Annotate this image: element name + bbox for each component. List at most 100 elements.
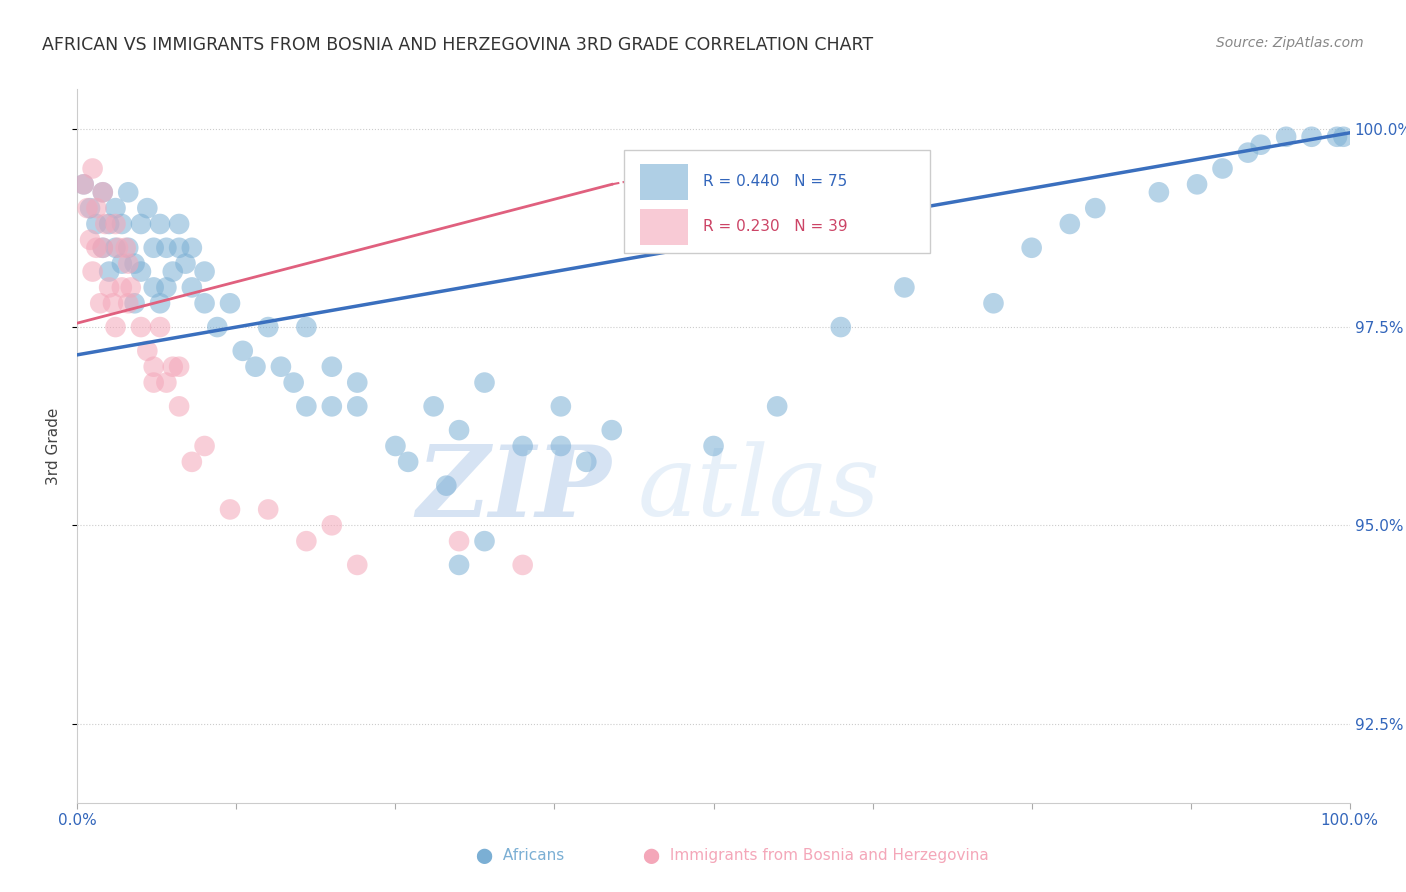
Point xyxy=(104,201,127,215)
Text: ⬤  Africans: ⬤ Africans xyxy=(477,848,564,864)
Point xyxy=(76,201,98,215)
Point xyxy=(142,359,165,374)
Point xyxy=(194,264,217,278)
Point xyxy=(79,233,101,247)
Point xyxy=(180,455,202,469)
Point xyxy=(149,296,172,310)
Point xyxy=(86,241,108,255)
Point xyxy=(766,400,789,414)
Text: Source: ZipAtlas.com: Source: ZipAtlas.com xyxy=(1216,36,1364,50)
Point xyxy=(94,217,117,231)
Text: R = 0.230   N = 39: R = 0.230 N = 39 xyxy=(703,219,848,235)
Point xyxy=(295,400,318,414)
Point xyxy=(114,241,136,255)
Point xyxy=(129,320,152,334)
Point xyxy=(142,376,165,390)
Point xyxy=(136,343,159,358)
Point xyxy=(142,280,165,294)
Point xyxy=(111,280,134,294)
Point xyxy=(142,241,165,255)
Point xyxy=(82,264,104,278)
Point xyxy=(321,359,343,374)
Text: ZIP: ZIP xyxy=(416,441,612,537)
Point xyxy=(155,376,177,390)
Point xyxy=(107,241,129,255)
Point xyxy=(120,280,142,294)
Point xyxy=(162,359,184,374)
Point xyxy=(155,241,177,255)
Point xyxy=(1021,241,1043,255)
Point xyxy=(117,241,139,255)
Point xyxy=(600,423,623,437)
Point xyxy=(295,320,318,334)
Text: atlas: atlas xyxy=(637,442,880,536)
Point xyxy=(79,201,101,215)
Point xyxy=(162,264,184,278)
Point xyxy=(73,178,96,192)
FancyBboxPatch shape xyxy=(624,150,929,253)
Point xyxy=(136,201,159,215)
Point xyxy=(167,400,190,414)
Point xyxy=(73,178,96,192)
Point xyxy=(155,280,177,294)
Point xyxy=(449,558,471,572)
Point xyxy=(98,280,121,294)
Point xyxy=(346,558,368,572)
FancyBboxPatch shape xyxy=(640,164,688,200)
Point xyxy=(194,439,217,453)
Point xyxy=(245,359,267,374)
Point xyxy=(449,423,471,437)
Point xyxy=(232,343,254,358)
Text: R = 0.440   N = 75: R = 0.440 N = 75 xyxy=(703,175,848,189)
Point xyxy=(91,186,114,200)
Point xyxy=(117,186,139,200)
Point xyxy=(149,217,172,231)
Point xyxy=(129,217,152,231)
Point xyxy=(89,296,111,310)
Point xyxy=(124,296,146,310)
Point xyxy=(82,161,104,176)
Point xyxy=(893,280,915,294)
Point xyxy=(91,186,114,200)
Point xyxy=(1185,178,1208,192)
FancyBboxPatch shape xyxy=(640,209,688,244)
Point xyxy=(207,320,229,334)
Point xyxy=(129,264,152,278)
Point xyxy=(91,241,114,255)
Point xyxy=(1059,217,1081,231)
Point xyxy=(550,439,572,453)
Point xyxy=(384,439,406,453)
Point xyxy=(98,217,121,231)
Point xyxy=(167,241,190,255)
Point xyxy=(257,502,280,516)
Point xyxy=(257,320,280,334)
Point xyxy=(167,359,190,374)
Point xyxy=(474,376,496,390)
Point xyxy=(124,257,146,271)
Y-axis label: 3rd Grade: 3rd Grade xyxy=(45,408,60,484)
Point xyxy=(396,455,419,469)
Point xyxy=(219,296,242,310)
Point xyxy=(449,534,471,549)
Point xyxy=(270,359,292,374)
Point xyxy=(98,264,121,278)
Point xyxy=(1084,201,1107,215)
Point xyxy=(104,241,127,255)
Point xyxy=(434,478,457,492)
Point xyxy=(703,439,725,453)
Point xyxy=(194,296,217,310)
Point xyxy=(575,455,598,469)
Point xyxy=(1212,161,1234,176)
Point xyxy=(321,400,343,414)
Point xyxy=(180,280,202,294)
Point xyxy=(167,217,190,231)
Point xyxy=(346,400,368,414)
Point xyxy=(983,296,1005,310)
Text: ⬤  Immigrants from Bosnia and Herzegovina: ⬤ Immigrants from Bosnia and Herzegovina xyxy=(643,848,988,864)
Point xyxy=(174,257,197,271)
Point xyxy=(1331,129,1354,144)
Point xyxy=(295,534,318,549)
Point xyxy=(111,257,134,271)
Point xyxy=(86,201,108,215)
Point xyxy=(111,217,134,231)
